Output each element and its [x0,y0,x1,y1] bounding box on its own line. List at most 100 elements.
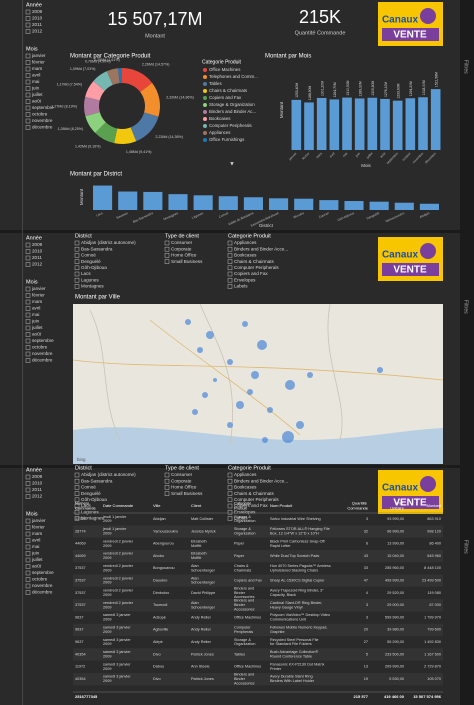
slicer-item[interactable]: Home Office [171,485,197,490]
slicer-item[interactable]: août [32,564,42,569]
bar[interactable] [392,100,403,150]
map-bubble[interactable] [227,359,233,365]
map-bubble[interactable] [377,367,383,373]
slicer-item[interactable]: Appliances [234,240,257,245]
slicer-item[interactable]: Lacs [81,503,91,508]
slicer-item[interactable]: Consumer [171,472,193,477]
map-bubble[interactable] [192,409,198,415]
bar[interactable] [269,198,289,210]
legend-label[interactable]: Storage & Organization [209,102,255,107]
slicer-item[interactable]: avril [32,306,40,311]
slicer-item[interactable]: Computer Peripherals [234,497,279,502]
checkbox[interactable] [74,277,80,283]
slicer-item[interactable]: février [32,293,45,298]
checkbox[interactable] [227,497,233,503]
slicer-item[interactable]: 2011 [32,255,42,260]
checkbox[interactable] [74,516,80,521]
legend-label[interactable]: Binders and Binder Ac... [209,109,256,114]
slicer-item[interactable]: juillet [31,557,43,562]
drill-arrow[interactable]: ▼ [229,162,235,168]
checkbox[interactable] [25,481,31,486]
slicer-item[interactable]: octobre [32,112,48,117]
slicer-item[interactable]: 2009 [32,474,43,479]
slicer-item[interactable]: Lagunes [81,277,99,282]
slicer-item[interactable]: décembre [32,590,53,595]
checkbox[interactable] [25,286,31,292]
slicer-item[interactable]: Consumer [171,240,193,245]
checkbox[interactable] [74,253,80,258]
slicer-item[interactable]: mars [32,299,43,304]
slicer-item[interactable]: Abidjan (district autonome) [81,240,136,245]
slicer-item[interactable]: Appliances [234,472,257,477]
checkbox[interactable] [25,338,31,344]
map-bubble[interactable] [262,437,268,443]
checkbox[interactable] [25,9,31,15]
map-bubble[interactable] [236,401,244,409]
checkbox[interactable] [25,262,31,267]
map-bubble[interactable] [257,340,267,350]
checkbox[interactable] [25,351,31,357]
slicer-item[interactable]: Lagunes [81,509,99,514]
checkbox[interactable] [25,538,31,543]
checkbox[interactable] [25,345,31,350]
slicer-item[interactable]: Labels [234,284,248,289]
checkbox[interactable] [25,22,31,28]
checkbox[interactable] [227,509,233,515]
checkbox[interactable] [25,306,31,311]
checkbox[interactable] [74,485,80,490]
map-bubble[interactable] [242,321,248,327]
slicer-item[interactable]: mai [32,79,39,84]
slicer-item[interactable]: Small Business [171,259,203,264]
checkbox[interactable] [74,265,80,271]
slicer-item[interactable]: juillet [31,92,43,97]
checkbox[interactable] [74,284,80,289]
checkbox[interactable] [25,255,31,261]
checkbox[interactable] [227,478,233,484]
checkbox[interactable] [25,79,31,85]
legend-label[interactable]: Tables [209,81,222,86]
sidebar-label[interactable]: Filtres [463,60,469,74]
bar[interactable] [168,194,188,210]
checkbox[interactable] [25,293,31,298]
checkbox[interactable] [25,118,31,124]
checkbox[interactable] [25,487,31,493]
slicer-item[interactable]: Gôh-Djiboua [81,265,107,270]
slicer-item[interactable]: Bas-Sassandra [81,246,113,251]
bar[interactable] [394,202,414,210]
checkbox[interactable] [227,259,233,264]
checkbox[interactable] [25,73,31,78]
checkbox[interactable] [25,92,31,98]
checkbox[interactable] [25,577,31,582]
bar[interactable] [118,191,138,210]
checkbox[interactable] [164,259,170,264]
checkbox[interactable] [74,271,80,277]
slicer-item[interactable]: août [32,332,42,337]
bar[interactable] [369,201,389,210]
map-bubble[interactable] [227,422,233,428]
checkbox[interactable] [74,472,80,478]
checkbox[interactable] [164,246,170,252]
slicer-item[interactable]: avril [32,73,40,78]
bar[interactable] [294,198,314,210]
checkbox[interactable] [25,531,31,537]
map-bubble[interactable] [251,371,259,379]
map-bubble[interactable] [197,347,203,353]
slicer-item[interactable]: décembre [32,125,53,130]
checkbox[interactable] [25,570,31,576]
bar[interactable] [291,99,302,150]
slicer-item[interactable]: Corporate [171,246,192,251]
checkbox[interactable] [25,312,31,318]
checkbox[interactable] [164,240,170,246]
slicer-item[interactable]: Denguélé [81,491,101,496]
checkbox[interactable] [25,325,31,331]
bar[interactable] [418,97,428,150]
slicer-item[interactable]: Home Office [171,253,197,258]
checkbox[interactable] [227,284,233,289]
checkbox[interactable] [25,29,31,34]
legend-label[interactable]: Computer Peripherals [209,123,253,128]
bar[interactable] [329,99,340,150]
slicer-item[interactable]: 2009 [32,242,43,247]
legend-label[interactable]: Office Machines [209,67,241,72]
bar[interactable] [405,98,416,150]
legend-label[interactable]: Chairs & Chairmats [209,88,248,93]
